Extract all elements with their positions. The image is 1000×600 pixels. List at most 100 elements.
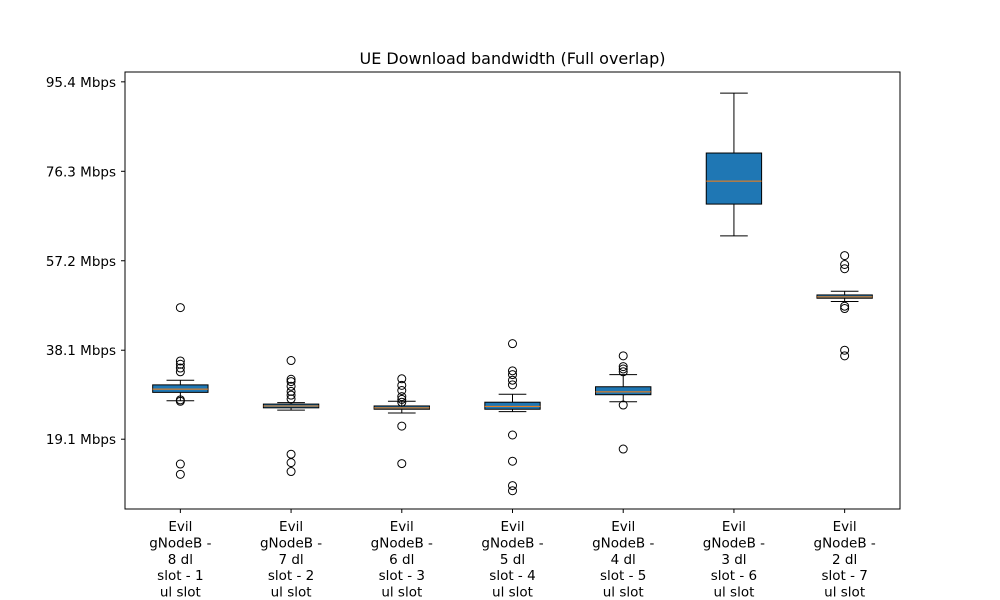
box-series-3 xyxy=(373,374,430,469)
plot-frame xyxy=(124,71,901,510)
x-tick-label-line: Evil xyxy=(833,519,857,535)
outlier-point xyxy=(618,362,628,372)
outlier-point xyxy=(286,356,296,366)
x-tick-label-line: gNodeB - xyxy=(260,535,322,551)
chart-title: UE Download bandwidth (Full overlap) xyxy=(360,49,666,68)
x-tick-label-line: Evil xyxy=(500,519,524,535)
outlier-point xyxy=(508,366,517,376)
outlier-point xyxy=(508,486,517,496)
x-tick-label-line: Evil xyxy=(722,519,746,535)
outlier-point xyxy=(618,367,628,377)
outlier-point xyxy=(840,351,850,361)
y-tick-label: 76.3 Mbps xyxy=(46,164,116,180)
x-tick-label-line: ul slot xyxy=(713,585,754,600)
x-tick-label-line: ul slot xyxy=(381,585,422,600)
x-tick-label-line: slot - 2 xyxy=(268,568,314,584)
x-tick-label-line: slot - 7 xyxy=(821,568,867,584)
outlier-point xyxy=(508,456,517,466)
iqr-box xyxy=(705,152,763,205)
x-tick-label-line: 4 dl xyxy=(611,552,636,568)
outlier-point xyxy=(397,385,407,395)
outlier-point xyxy=(397,421,407,431)
box-series-5 xyxy=(595,351,652,454)
x-tick-label-line: 6 dl xyxy=(389,552,414,568)
x-tick-label-line: ul slot xyxy=(271,585,312,600)
outlier-point xyxy=(840,301,850,311)
x-tick-label-line: 7 dl xyxy=(278,552,303,568)
outlier-point xyxy=(508,380,517,390)
iqr-box xyxy=(595,386,652,396)
x-tick-label: Evil gNodeB -5 dl slot - 4 ul slot xyxy=(481,519,543,600)
x-tick-label-line: gNodeB - xyxy=(371,535,433,551)
y-tick-label: 95.4 Mbps xyxy=(46,75,116,91)
outlier-point xyxy=(508,375,517,385)
x-tick-label-line: ul slot xyxy=(160,585,201,600)
outlier-point xyxy=(508,370,517,380)
outlier-point xyxy=(175,367,185,377)
x-tick-label-line: ul slot xyxy=(603,585,644,600)
x-tick-label-line: slot - 4 xyxy=(489,568,535,584)
outlier-point xyxy=(397,374,407,384)
x-tick-label-line: Evil xyxy=(611,519,635,535)
x-tick-label-line: gNodeB - xyxy=(814,535,876,551)
outlier-point xyxy=(840,264,850,274)
box-series-7 xyxy=(816,251,873,361)
plot-area xyxy=(152,92,873,496)
outlier-point xyxy=(397,397,407,407)
outlier-point xyxy=(508,430,517,440)
outlier-point xyxy=(508,339,517,349)
outlier-point xyxy=(286,467,296,477)
x-tick-label-line: 5 dl xyxy=(500,552,525,568)
x-tick-label-line: ul slot xyxy=(824,585,865,600)
outlier-point xyxy=(840,345,850,355)
outlier-point xyxy=(175,363,185,373)
outlier-point xyxy=(286,386,296,396)
outlier-point xyxy=(286,390,296,400)
box-series-2 xyxy=(262,356,320,477)
box-series-1 xyxy=(152,303,209,479)
outlier-point xyxy=(175,459,185,469)
x-tick-label-line: Evil xyxy=(168,519,192,535)
x-tick-label-line: gNodeB - xyxy=(149,535,211,551)
x-tick-label-line: gNodeB - xyxy=(481,535,543,551)
y-axis: 19.1 Mbps 38.1 Mbps 57.2 Mbps 76.3 Mbps 95.4… xyxy=(46,75,125,448)
x-tick-label: Evil gNodeB -2 dl slot - 7 ul slot xyxy=(814,519,876,600)
x-tick-label-line: slot - 3 xyxy=(379,568,425,584)
outlier-point xyxy=(618,444,628,454)
outlier-point xyxy=(840,304,850,314)
x-tick-label: Evil gNodeB -3 dl slot - 6 ul slot xyxy=(703,519,765,600)
outlier-point xyxy=(397,392,407,402)
outlier-point xyxy=(175,359,185,369)
outlier-point xyxy=(175,303,185,313)
x-tick-label-line: gNodeB - xyxy=(703,535,765,551)
outlier-point xyxy=(508,481,517,491)
y-tick-label: 19.1 Mbps xyxy=(46,432,116,448)
y-tick-label: 38.1 Mbps xyxy=(46,343,116,359)
x-tick-label: Evil gNodeB -4 dl slot - 5 ul slot xyxy=(592,519,654,600)
outlier-point xyxy=(175,356,185,366)
outlier-point xyxy=(840,251,850,261)
outlier-point xyxy=(397,394,407,404)
x-tick-label-line: slot - 1 xyxy=(157,568,203,584)
x-tick-label: Evil gNodeB -6 dl slot - 3 ul slot xyxy=(371,519,433,600)
box-series-6 xyxy=(705,92,763,237)
x-tick-label-line: Evil xyxy=(390,519,414,535)
x-tick-label-line: 8 dl xyxy=(168,552,193,568)
outlier-point xyxy=(618,351,628,361)
outlier-point xyxy=(286,374,296,384)
outlier-point xyxy=(286,394,296,404)
x-tick-label-line: 2 dl xyxy=(832,552,857,568)
x-tick-label-line: gNodeB - xyxy=(592,535,654,551)
outlier-point xyxy=(175,395,185,405)
x-tick-label: Evil gNodeB -8 dl slot - 1 ul slot xyxy=(149,519,211,600)
outlier-point xyxy=(286,381,296,391)
iqr-box xyxy=(484,401,541,410)
outlier-point xyxy=(175,469,185,479)
outlier-point xyxy=(618,400,628,410)
outlier-point xyxy=(618,364,628,374)
box-series-4 xyxy=(484,339,541,496)
x-tick-label-line: slot - 6 xyxy=(711,568,757,584)
outlier-point xyxy=(397,380,407,390)
